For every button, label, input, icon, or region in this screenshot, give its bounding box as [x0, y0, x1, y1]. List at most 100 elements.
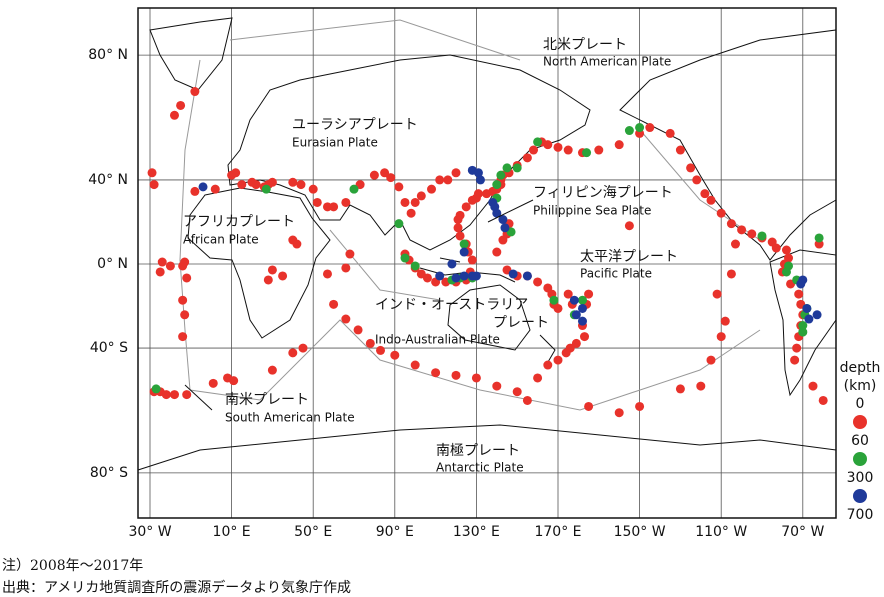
earthquake	[790, 355, 800, 365]
earthquake	[500, 223, 510, 233]
earthquake	[692, 175, 702, 185]
earthquake	[400, 253, 410, 263]
earthquake	[451, 273, 461, 283]
earthquake	[675, 145, 685, 155]
legend-bin-label: 700	[847, 507, 874, 523]
plate-label-ja: 北米プレート	[543, 37, 627, 53]
earthquake	[410, 360, 420, 370]
earthquake	[288, 177, 298, 187]
plate-label-ja: 南極プレート	[436, 443, 520, 459]
earthquake	[529, 145, 539, 155]
earthquake	[447, 259, 457, 269]
legend-bin-label: 300	[847, 470, 874, 486]
earthquake	[435, 175, 445, 185]
y-tick-label: 80° S	[90, 465, 128, 481]
earthquake	[584, 289, 594, 299]
earthquake	[453, 223, 463, 233]
x-tick-label: 70° W	[781, 524, 824, 540]
x-tick-label: 130° E	[453, 524, 500, 540]
earthquake	[543, 140, 553, 150]
earthquake	[498, 235, 508, 245]
earthquake	[624, 126, 634, 136]
earthquake	[577, 295, 587, 305]
earthquake	[522, 153, 532, 163]
legend-swatch	[853, 415, 867, 429]
earthquake	[757, 231, 767, 241]
x-tick-label: 30° W	[128, 524, 171, 540]
earthquake	[329, 299, 339, 309]
earthquake	[726, 269, 736, 279]
legend: depth (km) 0 60 300 700	[840, 360, 881, 523]
earthquake	[308, 184, 318, 194]
earthquake	[512, 387, 522, 397]
plate-label-en: Antarctic Plate	[436, 461, 524, 475]
earthquake	[410, 197, 420, 207]
earthquake	[278, 271, 288, 281]
earthquake	[730, 239, 740, 249]
earthquake	[473, 189, 483, 199]
earthquake	[553, 355, 563, 365]
earthquake	[624, 221, 634, 231]
earthquake	[355, 180, 365, 190]
note: 注）2008年～2017年	[2, 558, 143, 574]
earthquake	[451, 168, 461, 178]
earthquake	[522, 271, 532, 281]
legend-title: (km)	[844, 378, 877, 394]
earthquake	[376, 345, 386, 355]
earthquake	[798, 321, 808, 331]
earthquake	[582, 148, 592, 158]
earthquake	[341, 197, 351, 207]
legend-bin-label: 60	[851, 433, 869, 449]
earthquake	[267, 365, 277, 375]
earthquake	[208, 378, 218, 388]
earthquake	[796, 279, 806, 289]
earthquake	[190, 186, 200, 196]
plate-label-ja: アフリカプレート	[183, 214, 295, 230]
earthquake	[365, 338, 375, 348]
earthquake	[512, 163, 522, 173]
plate-label-ja: ユーラシアプレート	[292, 117, 418, 133]
earthquake	[496, 170, 506, 180]
earthquake	[237, 180, 247, 190]
earthquake	[178, 295, 188, 305]
pointer	[184, 384, 213, 411]
earthquake	[459, 239, 469, 249]
earthquake	[700, 189, 710, 199]
earthquake	[394, 182, 404, 192]
earthquake	[267, 177, 277, 187]
earthquake	[571, 310, 581, 320]
y-tick-label: 40° N	[88, 172, 128, 188]
plate-label-en: Pacific Plate	[580, 267, 652, 281]
earthquake	[422, 273, 432, 283]
earthquake	[312, 197, 322, 207]
earthquake	[614, 140, 624, 150]
earthquake	[716, 332, 726, 342]
earthquake	[451, 370, 461, 380]
earthquake	[263, 275, 273, 285]
earthquake	[726, 219, 736, 229]
earthquake	[818, 395, 828, 405]
earthquake	[533, 277, 543, 287]
earthquake	[459, 271, 469, 281]
earthquake	[292, 239, 302, 249]
earthquake	[406, 208, 416, 218]
plate-label-en: African Plate	[183, 233, 259, 247]
earthquake	[543, 360, 553, 370]
plate-label-en: South American Plate	[225, 411, 355, 425]
earthquake	[229, 376, 239, 386]
earthquake	[322, 269, 332, 279]
earthquake	[198, 182, 208, 192]
plate-label-ja: インド・オーストラリア	[375, 297, 528, 313]
earthquake	[561, 348, 571, 358]
earthquake	[492, 247, 502, 257]
earthquake	[553, 142, 563, 152]
earthquake	[459, 247, 469, 257]
earthquake	[169, 110, 179, 120]
earthquake	[400, 197, 410, 207]
plate-labels: 北米プレート North American Plate ユーラシアプレート Eu…	[183, 37, 678, 475]
earthquake	[431, 368, 441, 378]
earthquake	[492, 180, 502, 190]
earthquake	[427, 184, 437, 194]
earthquake	[155, 267, 165, 277]
